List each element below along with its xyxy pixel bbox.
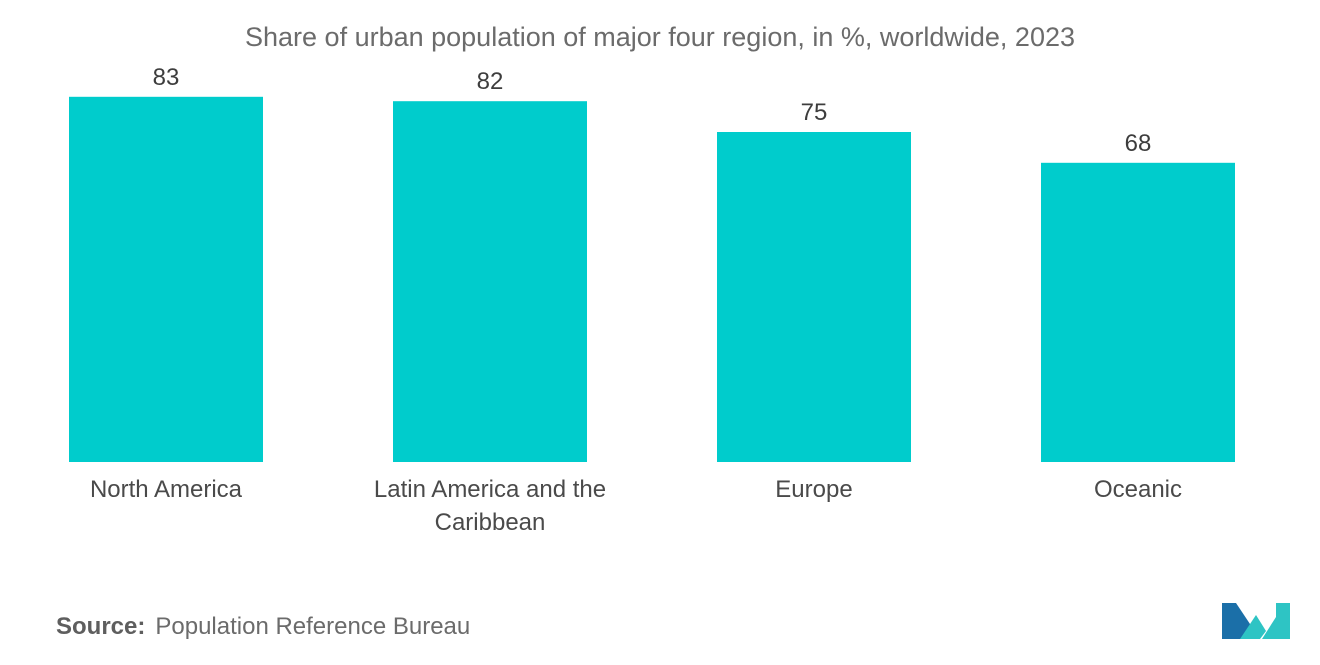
bar-3 [1041, 162, 1235, 463]
bar-1 [393, 101, 587, 462]
bar-value-label-2: 75 [801, 99, 828, 126]
bar-2 [717, 132, 911, 462]
category-label-0: North America [90, 476, 243, 503]
source-line: Source: Population Reference Bureau [56, 613, 470, 641]
mordor-intelligence-logo-icon [1222, 603, 1290, 639]
logo-shape-middle [1240, 615, 1266, 639]
category-label-line: Caribbean [435, 509, 546, 536]
bar-value-label-3: 68 [1125, 130, 1152, 157]
category-label-line: Oceanic [1094, 476, 1182, 503]
category-label-line: Latin America and the [374, 476, 606, 503]
category-label-line: North America [90, 476, 243, 503]
category-label-2: Europe [775, 476, 852, 503]
bar-value-label-0: 83 [153, 64, 180, 91]
source-text: Population Reference Bureau [155, 613, 471, 640]
bar-0 [69, 96, 263, 463]
chart-title: Share of urban population of major four … [245, 22, 1075, 52]
bars-layer [69, 96, 1235, 463]
logo-shape-right [1262, 603, 1290, 639]
source-label: Source: [56, 613, 146, 640]
category-label-1: Latin America and the Caribbean [374, 476, 606, 536]
logo-shape-left [1222, 603, 1252, 639]
category-label-3: Oceanic [1094, 476, 1182, 503]
category-labels-layer: North America Latin America and the Caribb… [90, 476, 1182, 536]
category-label-line: Europe [775, 476, 852, 503]
value-labels-layer: 83 82 75 68 [153, 64, 1152, 157]
bar-value-label-1: 82 [477, 68, 504, 95]
bar-chart: 83 82 75 68 North America Latin America and … [69, 64, 1235, 536]
